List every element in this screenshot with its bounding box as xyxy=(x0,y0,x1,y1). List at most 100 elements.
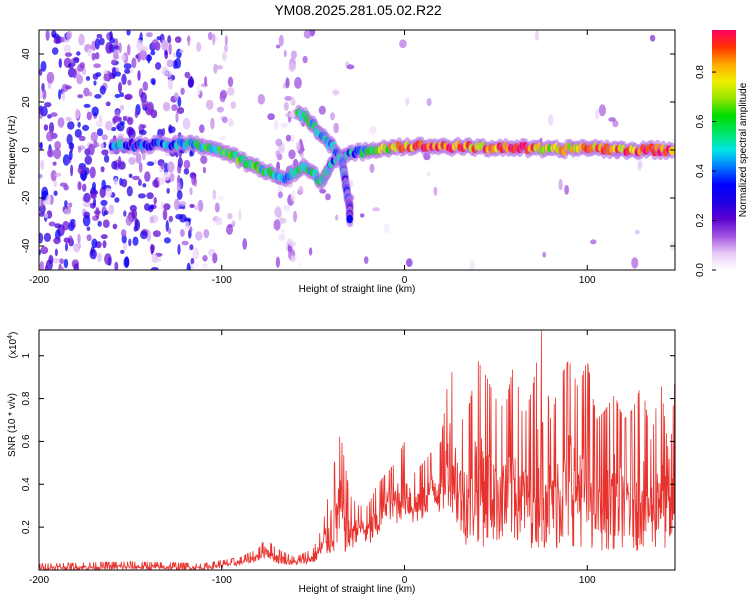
spectrogram-cell xyxy=(138,162,143,173)
spectrogram-cell xyxy=(275,150,281,158)
spectrogram-cell xyxy=(160,39,169,51)
spectrogram-cell xyxy=(103,210,109,216)
spectrogram-cell xyxy=(150,244,155,252)
spectrogram-cell xyxy=(189,244,194,251)
spectrogram-cell xyxy=(39,212,46,217)
spectrogram-cell xyxy=(127,44,131,56)
y-tick-label: -40 xyxy=(21,238,32,253)
spectrogram-cell xyxy=(39,173,43,179)
spectrogram-cell xyxy=(612,120,619,128)
spectrogram-cell xyxy=(151,39,159,50)
spectrogram-cell xyxy=(59,266,65,270)
spectrogram-cell xyxy=(67,121,75,130)
spectrogram-cell xyxy=(94,94,102,99)
spectrogram-cell xyxy=(152,230,161,238)
spectrogram-cell xyxy=(227,118,234,127)
spectrogram-cell xyxy=(77,94,84,99)
spectrogram-cell xyxy=(40,159,45,170)
spectrogram-cell xyxy=(335,214,339,221)
spectrogram-cell xyxy=(77,181,82,191)
spectrogram-cell xyxy=(363,256,369,264)
spectrogram-cell xyxy=(142,81,148,91)
spectrogram-cell xyxy=(167,227,172,235)
spectrogram-cell xyxy=(101,134,109,141)
spectrogram-cell xyxy=(105,101,111,107)
spectrogram-cell xyxy=(100,143,105,149)
spectrogram-cell xyxy=(90,193,97,200)
spectrogram-cell xyxy=(174,36,182,43)
spectrogram-cell xyxy=(112,116,120,123)
spectrogram-cell xyxy=(100,234,108,240)
spectrogram-cell xyxy=(199,124,205,133)
spectrogram-cell xyxy=(163,237,171,244)
spectrogram-cell xyxy=(308,247,313,256)
spectrogram-cell xyxy=(134,109,139,119)
spectrogram-cell xyxy=(278,233,286,241)
spectrogram-cell xyxy=(372,207,381,212)
spectrogram-cell xyxy=(59,182,68,187)
spectrogram-cell xyxy=(77,166,86,175)
spectrogram-cell xyxy=(288,149,296,160)
spectrogram-cell xyxy=(180,229,185,237)
spectrogram-x-ticks: -200 -100 0 100 xyxy=(29,30,596,286)
spectrogram-cell xyxy=(548,114,554,126)
spectrogram-cell xyxy=(83,211,91,219)
spectrogram-cell xyxy=(77,233,81,244)
spectrogram-cell xyxy=(176,190,183,200)
spectrogram-cell xyxy=(184,71,191,79)
spectrogram-cell xyxy=(105,120,113,131)
spectrogram-cell xyxy=(105,42,113,54)
spectrogram-cell xyxy=(290,190,297,202)
spectrogram-cell xyxy=(204,76,208,86)
spectrogram-cell xyxy=(281,228,285,234)
spectrogram-cell xyxy=(99,186,106,198)
spectrogram-cell xyxy=(77,121,81,128)
spectrogram-cell xyxy=(128,173,133,178)
spectrogram-cell xyxy=(72,57,80,64)
y-tick-label: 0.2 xyxy=(21,520,32,534)
spectrogram-cell xyxy=(598,104,607,117)
spectrogram-cell xyxy=(426,98,432,107)
spectrogram-cell xyxy=(135,54,139,59)
spectrogram-cell xyxy=(93,63,101,68)
spectrogram-cell xyxy=(68,150,73,161)
spectrogram-cell xyxy=(164,49,169,60)
colorbar-label: Normalized spectral amplitude xyxy=(738,82,749,217)
spectrogram-cell xyxy=(109,30,113,40)
spectrogram-cell xyxy=(289,112,296,118)
spectrogram-cell xyxy=(161,128,166,136)
colorbar-tick-label: 0.0 xyxy=(695,263,706,277)
spectrogram-cell xyxy=(165,220,169,232)
spectrogram-cell xyxy=(114,261,119,270)
spectrogram-cell xyxy=(210,117,215,130)
spectrogram-cell xyxy=(177,157,183,168)
spectrogram-cell xyxy=(39,89,43,100)
snr-line xyxy=(39,330,675,570)
spectrogram-cell xyxy=(92,73,99,80)
spectrogram-cell xyxy=(72,68,78,79)
spectrogram-cell xyxy=(120,54,126,61)
spectrogram-cell xyxy=(45,259,53,270)
spectrogram-cell xyxy=(190,257,195,265)
spectrogram-cell xyxy=(83,192,91,203)
spectrogram-cell xyxy=(53,180,58,188)
spectrogram-cell xyxy=(102,240,107,249)
spectrogram-cell xyxy=(123,210,127,217)
spectrogram-cell xyxy=(277,185,284,192)
spectrogram-cell xyxy=(53,36,61,45)
spectrogram-cell xyxy=(132,236,139,246)
spectrogram-cell xyxy=(150,50,156,56)
spectrogram-cell xyxy=(51,47,59,55)
spectrogram-cell xyxy=(119,92,124,98)
spectrogram-cell xyxy=(73,243,81,253)
spectrogram-cell xyxy=(104,187,113,198)
snr-y-ticks: 0.2 0.4 0.6 0.8 1 xyxy=(21,352,675,534)
spectrogram-cell xyxy=(151,253,158,264)
spectrogram-cell xyxy=(295,141,301,151)
spectrogram-cell xyxy=(160,162,165,170)
spectrogram-cell xyxy=(207,31,213,41)
spectrogram-cell xyxy=(111,126,117,132)
spectrogram-cell xyxy=(177,107,185,114)
spectrogram-cell xyxy=(78,135,86,142)
spectrogram-cell xyxy=(147,101,154,114)
